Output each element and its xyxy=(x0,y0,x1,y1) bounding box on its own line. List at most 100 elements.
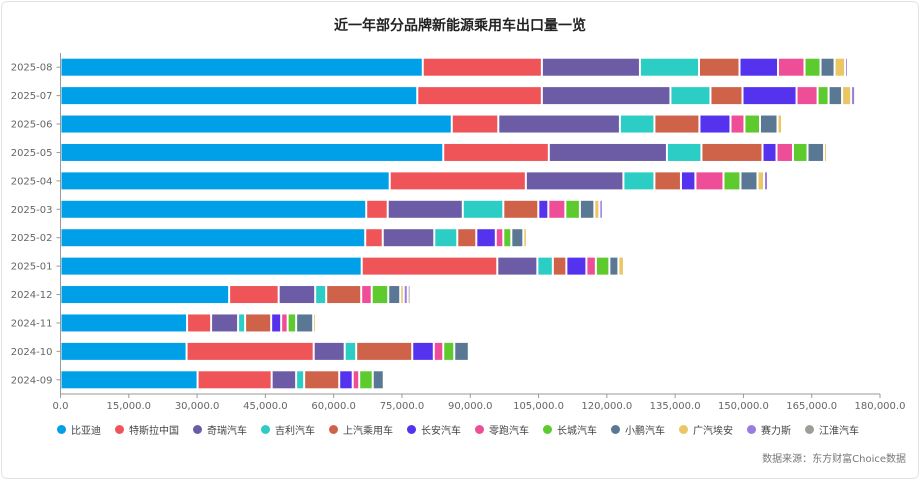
bar-segment[interactable] xyxy=(741,172,757,190)
bar-segment[interactable] xyxy=(230,286,278,304)
bar-segment[interactable] xyxy=(435,229,457,247)
bar-segment[interactable] xyxy=(498,257,537,275)
bar-segment[interactable] xyxy=(61,58,422,76)
bar-segment[interactable] xyxy=(567,257,586,275)
bar-segment[interactable] xyxy=(198,371,271,389)
bar-segment[interactable] xyxy=(549,143,666,161)
bar-segment[interactable] xyxy=(423,58,541,76)
bar-segment[interactable] xyxy=(212,314,238,332)
bar-segment[interactable] xyxy=(553,257,566,275)
bar-segment[interactable] xyxy=(305,371,339,389)
bar-segment[interactable] xyxy=(587,257,595,275)
legend-item[interactable]: 小鹏汽车 xyxy=(611,422,665,437)
legend-item[interactable]: 长城汽车 xyxy=(543,422,597,437)
bar-segment[interactable] xyxy=(763,143,776,161)
bar-segment[interactable] xyxy=(779,58,804,76)
bar-segment[interactable] xyxy=(297,314,313,332)
bar-segment[interactable] xyxy=(835,58,845,76)
bar-segment[interactable] xyxy=(499,115,619,133)
bar-segment[interactable] xyxy=(401,286,403,304)
bar-segment[interactable] xyxy=(600,200,602,218)
bar-segment[interactable] xyxy=(764,172,768,190)
bar-segment[interactable] xyxy=(549,200,565,218)
bar-segment[interactable] xyxy=(671,87,710,105)
bar-segment[interactable] xyxy=(353,371,359,389)
bar-segment[interactable] xyxy=(61,87,417,105)
bar-segment[interactable] xyxy=(372,286,388,304)
bar-segment[interactable] xyxy=(566,200,579,218)
legend-item[interactable]: 赛力斯 xyxy=(747,422,791,437)
bar-segment[interactable] xyxy=(61,286,229,304)
bar-segment[interactable] xyxy=(542,87,670,105)
bar-segment[interactable] xyxy=(624,172,654,190)
bar-segment[interactable] xyxy=(724,172,740,190)
bar-segment[interactable] xyxy=(61,115,451,133)
legend-item[interactable]: 广汽埃安 xyxy=(679,422,733,437)
bar-segment[interactable] xyxy=(758,172,763,190)
bar-segment[interactable] xyxy=(496,229,503,247)
bar-segment[interactable] xyxy=(538,257,552,275)
bar-segment[interactable] xyxy=(187,342,313,360)
bar-segment[interactable] xyxy=(542,58,639,76)
bar-segment[interactable] xyxy=(61,257,361,275)
bar-segment[interactable] xyxy=(808,143,824,161)
bar-segment[interactable] xyxy=(829,87,842,105)
bar-segment[interactable] xyxy=(731,115,744,133)
bar-segment[interactable] xyxy=(455,342,468,360)
bar-segment[interactable] xyxy=(846,58,847,76)
bar-segment[interactable] xyxy=(620,115,654,133)
bar-segment[interactable] xyxy=(61,143,443,161)
bar-segment[interactable] xyxy=(512,229,523,247)
bar-segment[interactable] xyxy=(314,342,344,360)
bar-segment[interactable] xyxy=(711,87,742,105)
bar-segment[interactable] xyxy=(366,229,382,247)
bar-segment[interactable] xyxy=(743,87,796,105)
bar-segment[interactable] xyxy=(655,115,699,133)
legend-item[interactable]: 特斯拉中国 xyxy=(115,422,179,437)
legend-item[interactable]: 吉利汽车 xyxy=(261,422,315,437)
bar-segment[interactable] xyxy=(821,58,834,76)
bar-segment[interactable] xyxy=(504,229,511,247)
legend-item[interactable]: 比亚迪 xyxy=(57,422,101,437)
bar-segment[interactable] xyxy=(272,371,296,389)
bar-segment[interactable] xyxy=(279,286,315,304)
bar-segment[interactable] xyxy=(383,229,434,247)
bar-segment[interactable] xyxy=(843,87,851,105)
bar-segment[interactable] xyxy=(778,115,782,133)
bar-segment[interactable] xyxy=(239,314,245,332)
bar-segment[interactable] xyxy=(524,229,526,247)
bar-segment[interactable] xyxy=(452,115,498,133)
bar-segment[interactable] xyxy=(389,286,400,304)
bar-segment[interactable] xyxy=(61,229,365,247)
bar-segment[interactable] xyxy=(740,58,778,76)
bar-segment[interactable] xyxy=(272,314,281,332)
bar-segment[interactable] xyxy=(373,371,383,389)
legend-item[interactable]: 奇瑞汽车 xyxy=(193,422,247,437)
bar-segment[interactable] xyxy=(825,143,827,161)
bar-segment[interactable] xyxy=(444,143,548,161)
bar-segment[interactable] xyxy=(805,58,820,76)
bar-segment[interactable] xyxy=(297,371,304,389)
bar-segment[interactable] xyxy=(404,286,407,304)
bar-segment[interactable] xyxy=(477,229,495,247)
bar-segment[interactable] xyxy=(388,200,462,218)
bar-segment[interactable] xyxy=(458,229,476,247)
bar-segment[interactable] xyxy=(367,200,387,218)
bar-segment[interactable] xyxy=(282,314,287,332)
bar-segment[interactable] xyxy=(777,143,792,161)
bar-segment[interactable] xyxy=(797,87,817,105)
bar-segment[interactable] xyxy=(595,200,599,218)
bar-segment[interactable] xyxy=(314,314,315,332)
bar-segment[interactable] xyxy=(362,286,371,304)
bar-segment[interactable] xyxy=(610,257,618,275)
bar-segment[interactable] xyxy=(340,371,352,389)
bar-segment[interactable] xyxy=(408,286,410,304)
bar-segment[interactable] xyxy=(655,172,680,190)
bar-segment[interactable] xyxy=(640,58,698,76)
bar-segment[interactable] xyxy=(526,172,623,190)
bar-segment[interactable] xyxy=(696,172,723,190)
bar-segment[interactable] xyxy=(596,257,609,275)
bar-segment[interactable] xyxy=(619,257,623,275)
bar-segment[interactable] xyxy=(61,200,366,218)
bar-segment[interactable] xyxy=(760,115,777,133)
